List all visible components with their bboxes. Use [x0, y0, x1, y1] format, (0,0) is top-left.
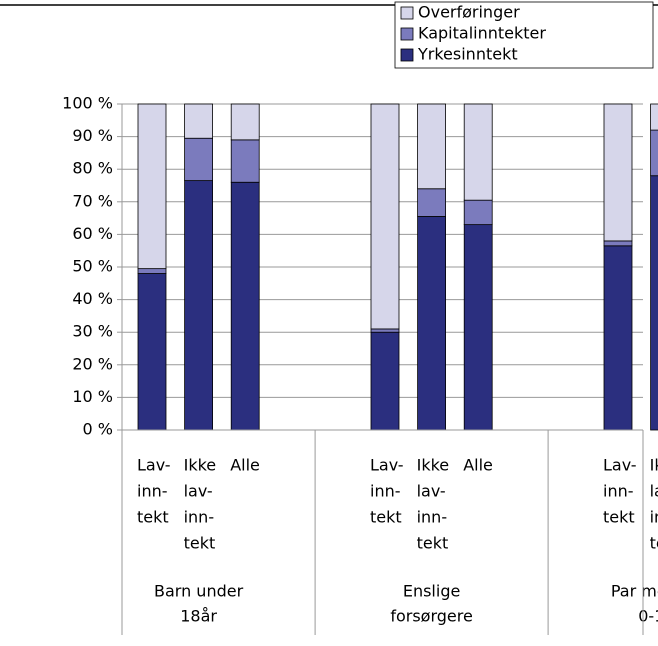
bar-segment [370, 331, 400, 431]
bar-segment [230, 181, 260, 431]
x-tick-label: lav- [417, 482, 446, 501]
bar-segment [463, 199, 493, 226]
x-tick-label: inn- [184, 508, 215, 527]
bar-segment [463, 224, 493, 431]
bar-segment [650, 129, 658, 177]
bar-segment [370, 328, 400, 333]
x-tick-label: Lav- [370, 456, 404, 475]
y-tick-label: 70 % [72, 191, 113, 210]
legend-label: Kapitalinntekter [418, 24, 546, 43]
x-tick-label: tekt [370, 508, 402, 527]
bar-segment [230, 139, 260, 183]
x-tick-label: inn- [650, 508, 658, 527]
legend-swatch [400, 48, 414, 62]
x-tick-label: inn- [603, 482, 634, 501]
group-label: Barn under [154, 582, 244, 601]
legend-swatch [400, 27, 414, 41]
y-tick-label: 80 % [72, 159, 113, 178]
x-tick-label: lav- [650, 482, 658, 501]
x-tick-label: inn- [370, 482, 401, 501]
bar-segment [184, 137, 214, 182]
y-tick-label: 0 % [83, 420, 113, 439]
y-tick-label: 60 % [72, 224, 113, 243]
y-tick-label: 30 % [72, 322, 113, 341]
bar-segment [184, 180, 214, 431]
x-tick-label: tekt [137, 508, 169, 527]
bar-segment [230, 103, 260, 141]
x-tick-label: Ikke [184, 456, 217, 475]
x-tick-label: Alle [463, 456, 493, 475]
bar-segment [137, 268, 167, 274]
bar-segment [417, 103, 447, 190]
x-tick-label: tekt [603, 508, 635, 527]
bar-segment [603, 240, 633, 247]
bar-segment [650, 103, 658, 131]
group-label: Par med barn [611, 582, 658, 601]
bar-segment [184, 103, 214, 139]
bar-segment [603, 103, 633, 242]
legend-swatch [400, 6, 414, 20]
y-tick-label: 50 % [72, 257, 113, 276]
x-tick-label: Alle [230, 456, 260, 475]
x-tick-label: lav- [184, 482, 213, 501]
bar-segment [417, 216, 447, 431]
y-tick-label: 90 % [72, 126, 113, 145]
x-tick-label: tekt [184, 534, 216, 553]
y-tick-label: 100 % [62, 94, 113, 113]
x-tick-label: tekt [417, 534, 449, 553]
x-tick-label: Lav- [603, 456, 637, 475]
legend-label: Overføringer [418, 3, 520, 22]
x-tick-label: Ikke [417, 456, 450, 475]
bar-segment [463, 103, 493, 201]
group-label: forsørgere [390, 607, 473, 626]
legend-box [394, 1, 654, 69]
bar-segment [603, 245, 633, 431]
bar-segment [137, 273, 167, 431]
group-label: 0-17år [638, 607, 658, 626]
bar-segment [370, 103, 400, 330]
bar-segment [137, 103, 167, 270]
x-tick-label: inn- [417, 508, 448, 527]
y-tick-label: 10 % [72, 387, 113, 406]
group-label: Enslige [403, 582, 460, 601]
y-tick-label: 40 % [72, 289, 113, 308]
bar-segment [417, 188, 447, 217]
legend-label: Yrkesinntekt [417, 45, 518, 64]
x-tick-label: Lav- [137, 456, 171, 475]
x-tick-label: tekt [650, 534, 658, 553]
y-tick-label: 20 % [72, 354, 113, 373]
x-tick-label: Ikke [650, 456, 658, 475]
group-label: 18år [180, 607, 217, 626]
bar-segment [650, 175, 658, 431]
x-tick-label: inn- [137, 482, 168, 501]
